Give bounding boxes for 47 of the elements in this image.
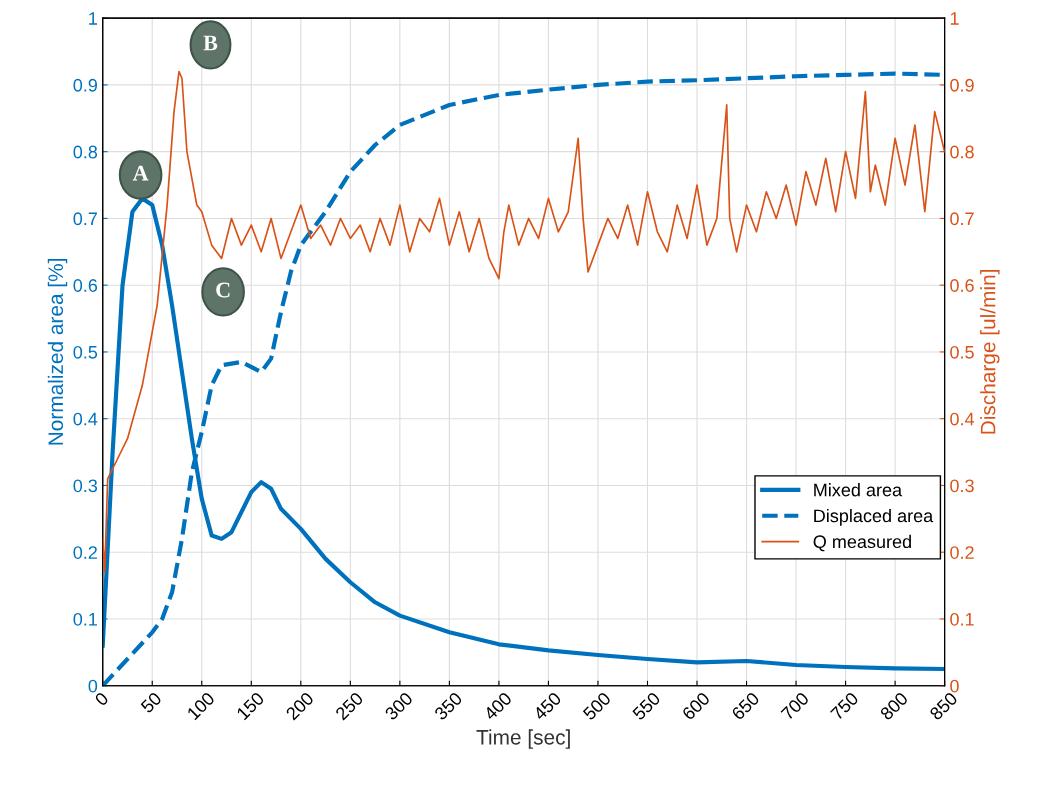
y-tick-label: 0 [88,679,98,693]
x-tick-label: 600 [681,691,711,721]
x-tick-label: 150 [236,691,265,721]
x-tick-label: 200 [285,691,315,721]
y-tick-label: 0.3 [73,479,98,493]
x-axis-title: Time [sec] [476,729,570,749]
y2-tick-label: 0.7 [950,212,974,226]
y-tick-label: 0.4 [73,412,98,426]
x-tick-label: 800 [879,691,909,721]
y-tick-label: 1 [89,12,97,25]
x-tick-label: 650 [730,691,761,721]
y-tick-label: 0.6 [73,279,98,292]
x-tick-label: 500 [582,691,612,721]
annotation: B [203,35,218,51]
x-tick-label: 450 [532,691,563,721]
y2-tick-label: 0.1 [950,612,974,626]
annotation: C [216,282,230,298]
y2-tick-label: 0.6 [950,279,974,292]
x-tick-label: 400 [482,691,513,721]
y2-tick-label: 0.3 [950,479,974,493]
legend-label: Q measured [813,534,911,552]
y2-tick-label: 0 [950,679,959,693]
y2-tick-label: 0.8 [950,145,974,159]
annotation: A [132,165,149,181]
legend-label: Displaced area [814,508,934,526]
y2-tick-label: 0.2 [950,546,974,559]
y-tick-label: 0.7 [73,212,97,226]
y2-tick-label: 0.9 [950,78,974,92]
x-tick-label: 300 [384,691,414,721]
y2-axis-title: Discharge [ul/min] [980,270,1000,434]
y-tick-label: 0.5 [73,345,98,359]
y-tick-label: 0.8 [73,145,98,159]
y2-tick-label: 0.4 [950,412,975,426]
y-tick-label: 0.9 [73,78,98,92]
x-tick-label: 700 [780,691,810,721]
y-tick-label: 0.2 [73,546,97,559]
y-axis-title: Normalized area [%] [47,259,68,445]
x-tick-label: 50 [140,691,163,714]
legend-label: Mixed area [814,483,903,497]
x-tick-label: 350 [433,691,463,721]
y2-tick-label: 0.5 [950,345,974,359]
x-tick-label: 750 [829,691,860,721]
x-tick-label: 550 [631,691,662,721]
y2-tick-label: 1 [950,12,959,25]
y-tick-label: 0.1 [73,612,97,626]
x-tick-label: 250 [334,691,364,721]
x-tick-label: 100 [186,691,216,721]
